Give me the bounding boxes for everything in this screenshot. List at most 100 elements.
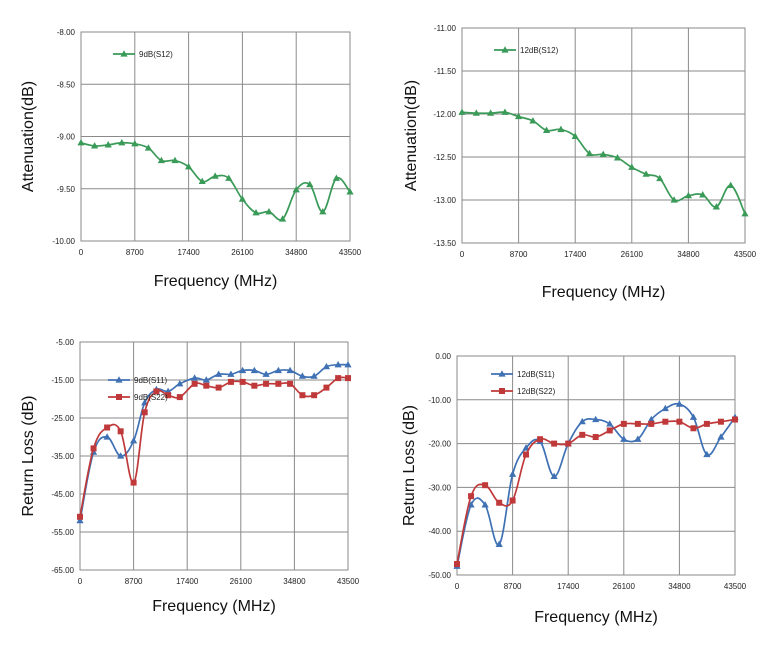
y-tick-label: -8.00 [57, 28, 76, 37]
data-point [171, 156, 179, 164]
data-point [661, 404, 669, 412]
data-point [250, 366, 258, 374]
legend-entry: 9dB(S22) [108, 393, 168, 402]
data-point [472, 109, 480, 116]
x-tick-label: 43500 [339, 248, 362, 257]
data-point [684, 191, 692, 199]
legend-marker [115, 376, 123, 383]
data-point [225, 174, 233, 181]
data-point [690, 425, 697, 432]
legend-marker [499, 388, 505, 394]
x-axis-title: Frequency (MHz) [152, 598, 276, 615]
x-tick-label: 34800 [677, 250, 700, 259]
x-tick-label: 26100 [621, 250, 644, 259]
data-point [252, 208, 260, 216]
y-tick-label: -10.00 [52, 237, 75, 246]
legend-label: 9dB(S11) [134, 376, 168, 385]
y-axis-title: Attenuation(dB) [20, 81, 37, 192]
x-tick-label: 17400 [564, 250, 587, 259]
y-tick-label: -11.00 [434, 24, 457, 33]
data-point [190, 374, 199, 381]
data-point [141, 409, 148, 416]
data-point [592, 415, 600, 423]
x-tick-label: 8700 [126, 248, 144, 257]
legend-entry: 12dB(S22) [491, 387, 556, 396]
x-tick-label: 0 [78, 577, 83, 586]
data-point [454, 561, 460, 568]
y-tick-label: -65.00 [51, 566, 74, 575]
y-tick-label: 0.00 [435, 352, 451, 361]
y-tick-label: -55.00 [51, 528, 74, 537]
x-tick-label: 43500 [734, 250, 757, 259]
data-point [482, 482, 489, 489]
data-point [274, 366, 282, 374]
data-point [287, 380, 294, 387]
y-tick-label: -50.00 [428, 571, 451, 580]
data-point [144, 144, 153, 151]
series-12dB(S11) [453, 400, 739, 569]
series-9dB(S12) [77, 138, 354, 222]
x-tick-label: 43500 [724, 582, 747, 591]
data-point [334, 361, 342, 368]
data-point [176, 380, 184, 387]
data-point [185, 163, 193, 170]
data-point [523, 451, 530, 458]
data-point [77, 513, 83, 520]
y-tick-label: -10.00 [428, 396, 451, 405]
x-tick-label: 26100 [230, 577, 253, 586]
legend-label: 12dB(S22) [517, 387, 556, 396]
y-tick-label: -35.00 [51, 452, 74, 461]
data-point [227, 370, 235, 377]
y-tick-label: -12.00 [433, 110, 456, 119]
legend-entry: 9dB(S12) [113, 50, 173, 59]
data-point [487, 109, 495, 116]
data-point [620, 435, 628, 442]
data-point [344, 361, 352, 368]
data-point [634, 420, 641, 427]
data-point [647, 415, 655, 423]
x-tick-label: 0 [455, 582, 460, 591]
data-point [211, 172, 219, 179]
data-point [157, 156, 165, 164]
data-point [76, 516, 84, 524]
data-point [467, 501, 475, 508]
data-point [642, 170, 650, 177]
legend-entry: 12dB(S12) [494, 46, 559, 55]
data-point [346, 188, 354, 195]
data-point [298, 372, 307, 379]
data-point [542, 126, 551, 133]
x-tick-label: 34800 [285, 248, 308, 257]
y-tick-label: -20.00 [428, 440, 451, 449]
data-point [509, 497, 516, 504]
legend-entry: 12dB(S11) [491, 370, 555, 379]
data-point [592, 434, 599, 441]
y-tick-label: -13.00 [433, 196, 456, 205]
x-axis-title: Frequency (MHz) [534, 609, 658, 626]
data-point [104, 424, 111, 431]
data-point [537, 436, 544, 443]
data-point [319, 207, 327, 215]
data-point [662, 418, 669, 425]
data-point [551, 440, 558, 447]
data-point [496, 499, 503, 506]
x-tick-label: 34800 [668, 582, 691, 591]
data-point [529, 117, 537, 124]
data-point [91, 142, 99, 149]
legend-label: 12dB(S12) [520, 46, 559, 55]
data-point [90, 445, 97, 452]
data-point [565, 440, 572, 447]
data-point [239, 366, 247, 374]
y-axis-title: Return Loss (dB) [401, 405, 418, 526]
y-tick-label: -5.00 [56, 338, 75, 347]
y-axis-title: Attenuation(dB) [403, 80, 420, 191]
data-point [689, 413, 698, 420]
y-tick-label: -13.50 [433, 239, 456, 248]
y-tick-label: -15.00 [51, 376, 74, 385]
data-point [648, 420, 655, 427]
data-point [468, 493, 475, 500]
x-tick-label: 17400 [176, 577, 199, 586]
data-point [613, 154, 622, 161]
chart-1: -8.00 -8.50 -9.00 -9.50 -10.00 0 8700 17400 2610… [20, 28, 362, 290]
data-point [606, 420, 614, 427]
data-point [322, 362, 331, 370]
